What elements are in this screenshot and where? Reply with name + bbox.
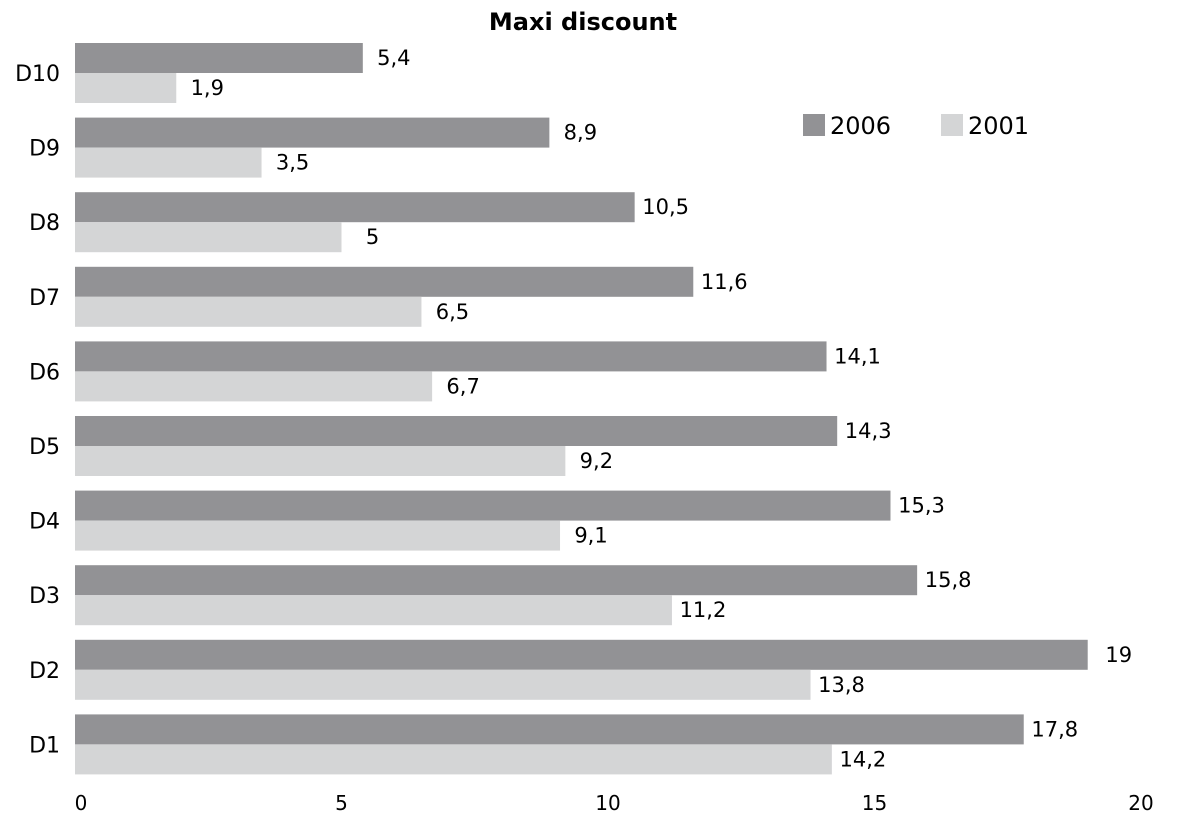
value-label-2001-d9: 3,5 — [276, 151, 309, 175]
category-label-d6: D6 — [29, 360, 60, 385]
legend-swatch-2001 — [941, 114, 963, 136]
value-label-2001-d2: 13,8 — [818, 673, 865, 697]
value-label-2001-d7: 6,5 — [436, 300, 469, 324]
bar-2006-d7 — [75, 266, 694, 297]
value-label-2006-d6: 14,1 — [834, 344, 881, 368]
category-label-d2: D2 — [29, 659, 60, 684]
category-label-d3: D3 — [29, 584, 60, 609]
value-label-2006-d7: 11,6 — [701, 270, 748, 294]
category-label-d1: D1 — [29, 733, 60, 758]
category-label-d9: D9 — [29, 137, 60, 162]
bar-2001-d7 — [75, 296, 422, 327]
value-label-2006-d5: 14,3 — [845, 419, 892, 443]
bar-2006-d8 — [75, 192, 635, 223]
bar-2001-d3 — [75, 595, 672, 626]
legend-swatch-2006 — [803, 114, 825, 136]
x-tick-label-10: 10 — [595, 791, 620, 815]
value-label-2001-d4: 9,1 — [574, 524, 607, 548]
value-label-2006-d10: 5,4 — [377, 46, 410, 70]
x-tick-label-20: 20 — [1128, 791, 1153, 815]
value-label-2006-d1: 17,8 — [1031, 717, 1078, 741]
legend-label-2001: 2001 — [968, 112, 1029, 140]
value-label-2001-d6: 6,7 — [446, 374, 479, 398]
chart-title: Maxi discount — [489, 8, 677, 36]
bar-2006-d5 — [75, 416, 838, 446]
x-axis-ticks: 0 5 10 15 20 — [75, 791, 1154, 815]
legend-label-2006: 2006 — [830, 112, 891, 140]
legend: 2006 2001 — [803, 112, 1029, 140]
x-tick-label-0: 0 — [75, 791, 88, 815]
value-label-2006-d3: 15,8 — [925, 568, 972, 592]
bar-2001-d6 — [75, 371, 433, 402]
bar-2001-d9 — [75, 147, 262, 178]
value-label-2001-d3: 11,2 — [680, 598, 727, 622]
x-tick-label-15: 15 — [862, 791, 887, 815]
value-label-2001-d8: 5 — [366, 225, 379, 249]
value-label-2001-d1: 14,2 — [839, 747, 886, 771]
bar-2006-d3 — [75, 565, 918, 596]
bar-2001-d5 — [75, 446, 566, 476]
value-labels-layer: 5,4 1,9 8,9 3,5 10,5 5 11,6 6,5 14,1 6,7 14,3 9,2 15… — [191, 46, 1133, 771]
value-label-2006-d2: 19 — [1105, 643, 1132, 667]
x-tick-label-5: 5 — [335, 791, 348, 815]
bar-2006-d2 — [75, 639, 1088, 670]
bars-layer — [75, 43, 1088, 775]
category-label-d7: D7 — [29, 286, 60, 311]
bar-2006-d1 — [75, 714, 1024, 745]
category-label-d4: D4 — [29, 510, 60, 535]
bar-2001-d10 — [75, 73, 177, 103]
value-label-2006-d9: 8,9 — [564, 121, 597, 145]
value-label-2006-d8: 10,5 — [642, 195, 689, 219]
category-label-d8: D8 — [29, 211, 60, 236]
value-label-2001-d10: 1,9 — [191, 76, 224, 100]
bar-2006-d4 — [75, 490, 891, 521]
bar-2006-d6 — [75, 341, 827, 372]
bar-2001-d8 — [75, 222, 342, 253]
bar-2006-d10 — [75, 43, 363, 73]
bar-2001-d4 — [75, 520, 561, 551]
category-label-d10: D10 — [15, 62, 60, 87]
bar-2006-d9 — [75, 117, 550, 148]
bar-2001-d2 — [75, 669, 811, 700]
value-label-2001-d5: 9,2 — [580, 449, 613, 473]
category-label-d5: D5 — [29, 435, 60, 460]
value-label-2006-d4: 15,3 — [898, 494, 945, 518]
bar-2001-d1 — [75, 744, 832, 775]
category-labels-layer: D10 D9 D8 D7 D6 D5 D4 D3 D2 D1 — [15, 62, 60, 758]
